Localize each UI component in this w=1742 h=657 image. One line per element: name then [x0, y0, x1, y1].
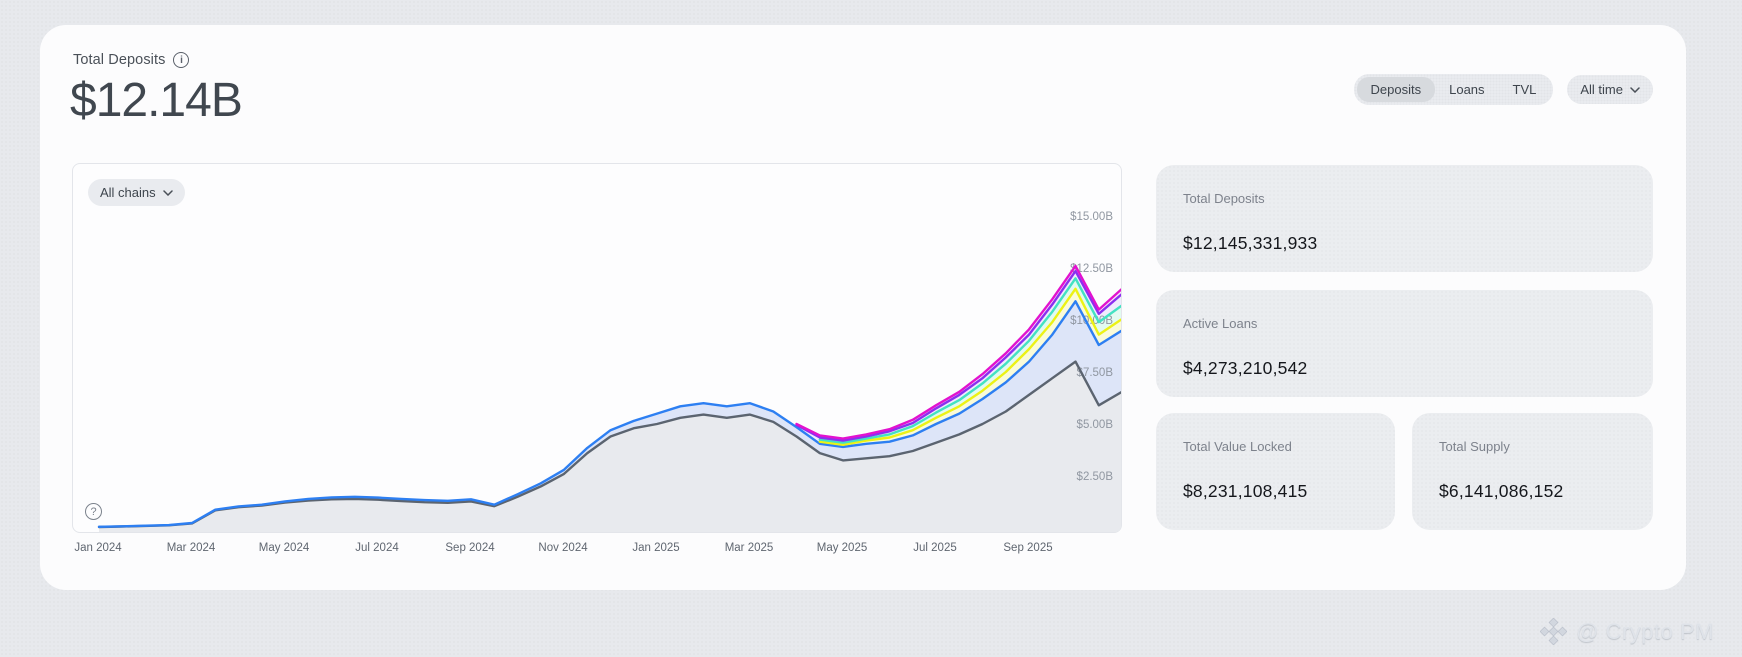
metric-tab-group: Deposits Loans TVL [1353, 74, 1554, 105]
x-tick-label: May 2025 [816, 542, 868, 554]
chain-filter-label: All chains [100, 185, 156, 200]
y-tick-label: $15.00B [1070, 211, 1113, 223]
stat-value: $8,231,108,415 [1183, 481, 1308, 501]
stat-card-active-loans: Active Loans $4,273,210,542 [1156, 290, 1653, 397]
x-tick-label: May 2024 [258, 542, 310, 554]
chart-card: All chains $15.00B $12.50B $10.00B $7.50B $5… [72, 163, 1122, 533]
x-tick-label: Jan 2025 [632, 542, 680, 554]
tab-loans[interactable]: Loans [1435, 77, 1498, 102]
stat-value: $12,145,331,933 [1183, 233, 1318, 253]
series-line-yellow [818, 287, 1121, 446]
watermark: @ Crypto PM [1540, 618, 1714, 645]
diamond-icon [1540, 618, 1568, 645]
metric-header: Total Deposits i [73, 52, 190, 68]
stat-card-total-deposits: Total Deposits $12,145,331,933 [1156, 165, 1653, 272]
metric-big-value: $12.14B [70, 74, 243, 127]
x-tick-label: Sep 2025 [1003, 542, 1053, 554]
help-icon[interactable]: ? [85, 503, 102, 520]
stat-card-total-value-locked: Total Value Locked $8,231,108,415 [1156, 413, 1395, 530]
stat-card-total-supply: Total Supply $6,141,086,152 [1412, 413, 1653, 530]
deposits-chart[interactable]: $15.00B$12.50B$10.00B$7.50B$5.00B$2.50B [73, 164, 1122, 533]
main-panel: Total Deposits i $12.14B Deposits Loans … [40, 25, 1686, 590]
tab-tvl[interactable]: TVL [1499, 77, 1551, 102]
x-tick-label: Jan 2024 [74, 542, 122, 554]
x-tick-label: Sep 2024 [445, 542, 495, 554]
chart-controls: Deposits Loans TVL All time [1353, 74, 1653, 105]
series-line-magenta [795, 264, 1121, 440]
chain-filter-dropdown[interactable]: All chains [88, 179, 185, 206]
chart-x-axis: Jan 2024 Mar 2024 May 2024 Jul 2024 Sep 2024… [72, 542, 1122, 558]
chevron-down-icon [1630, 86, 1640, 93]
series-line-purple [795, 269, 1121, 442]
x-tick-label: Mar 2024 [166, 542, 216, 554]
y-tick-label: $12.50B [1070, 263, 1113, 275]
page-title: Total Deposits [73, 52, 166, 68]
stat-label: Total Value Locked [1183, 439, 1292, 454]
y-tick-label: $2.50B [1077, 471, 1114, 483]
x-tick-label: Mar 2025 [724, 542, 774, 554]
series-line-teal [818, 277, 1121, 444]
y-tick-label: $5.00B [1077, 419, 1114, 431]
stat-label: Total Deposits [1183, 191, 1265, 206]
series-fill-gray [99, 361, 1121, 532]
stat-label: Active Loans [1183, 316, 1258, 331]
chevron-down-icon [162, 189, 173, 196]
x-tick-label: Nov 2024 [538, 542, 588, 554]
x-tick-label: Jul 2025 [913, 542, 957, 554]
stat-label: Total Supply [1439, 439, 1510, 454]
watermark-text: @ Crypto PM [1576, 618, 1714, 644]
time-range-label: All time [1580, 82, 1623, 97]
tab-deposits[interactable]: Deposits [1356, 77, 1436, 102]
y-tick-label: $7.50B [1077, 367, 1114, 379]
stat-value: $6,141,086,152 [1439, 481, 1564, 501]
x-tick-label: Jul 2024 [355, 542, 399, 554]
time-range-dropdown[interactable]: All time [1567, 75, 1653, 104]
series-line-blue [97, 300, 1121, 528]
info-icon[interactable]: i [173, 52, 190, 68]
stat-value: $4,273,210,542 [1183, 358, 1308, 378]
